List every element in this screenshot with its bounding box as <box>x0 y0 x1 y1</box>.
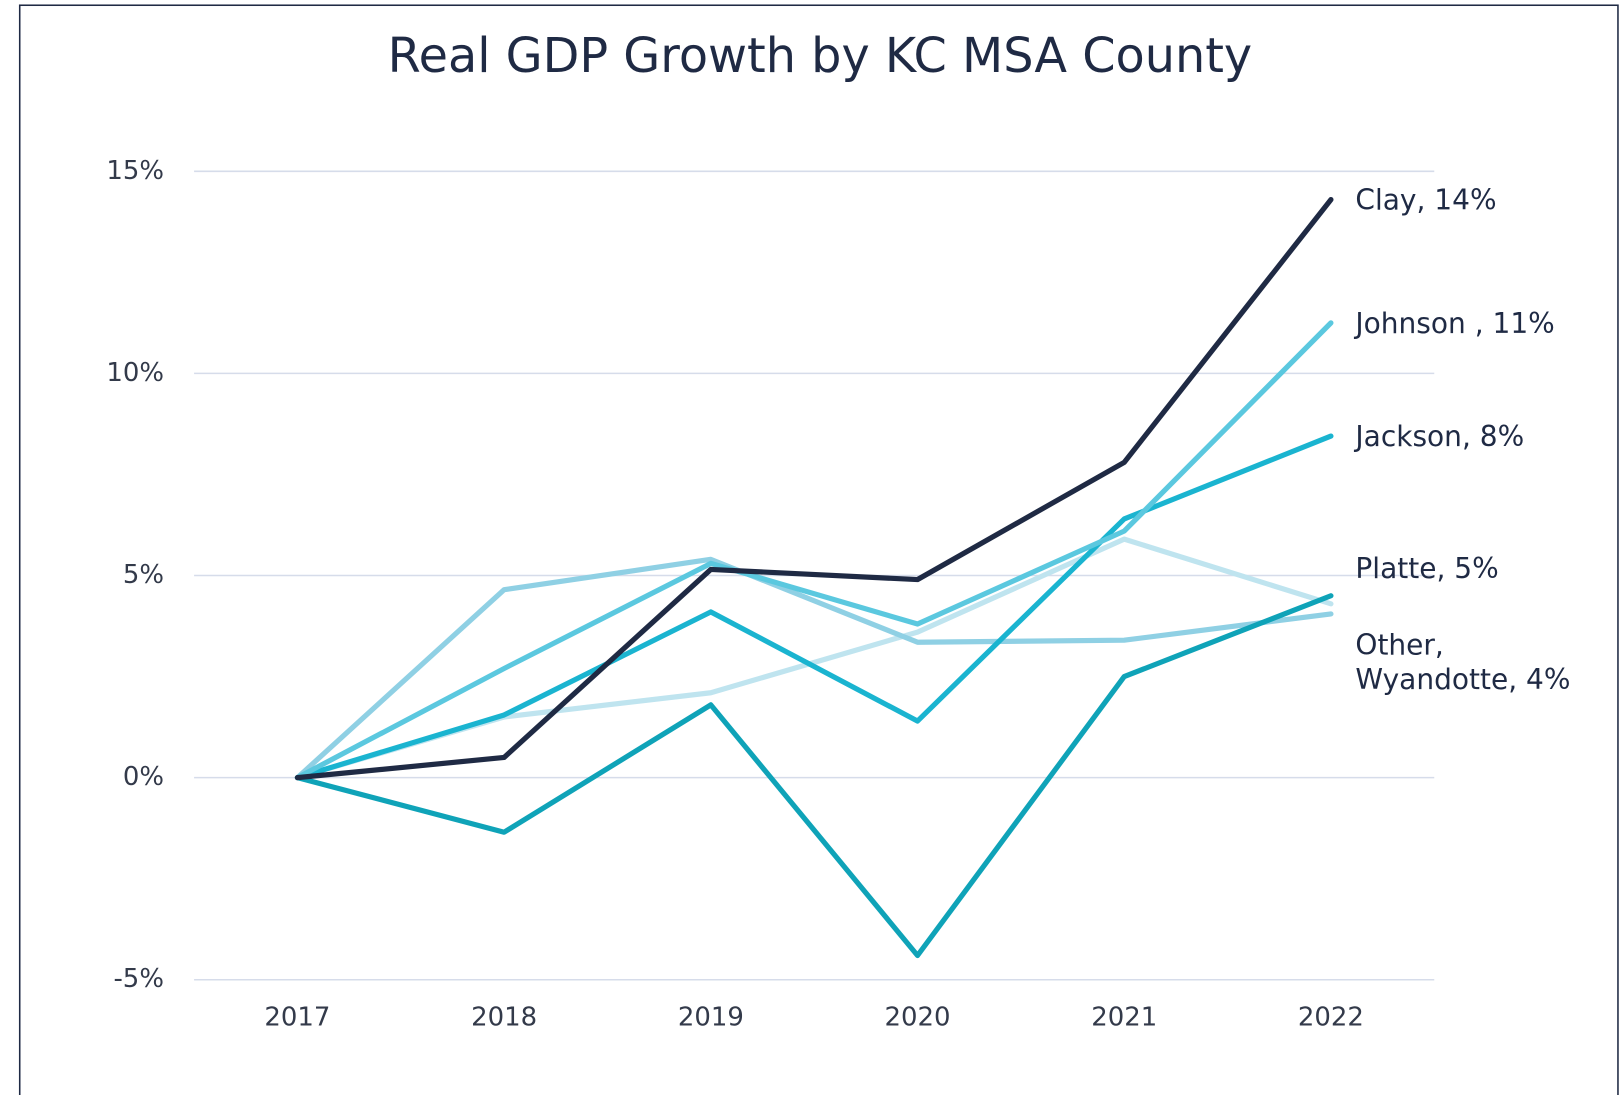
x-tick-label: 2018 <box>471 1003 537 1033</box>
x-tick-label: 2022 <box>1298 1003 1364 1033</box>
series-line <box>294 196 1334 781</box>
y-tick-label: 0% <box>123 762 164 792</box>
annotation: Jackson, 8% <box>1353 420 1524 453</box>
series-line <box>294 556 1334 781</box>
annotation: Other, <box>1355 629 1443 662</box>
annotation: Clay, 14% <box>1355 183 1496 216</box>
chart-border <box>18 4 1619 1095</box>
x-tick-label: 2021 <box>1091 1003 1157 1033</box>
x-tick-label: 2017 <box>264 1003 330 1033</box>
y-tick-label: 10% <box>106 358 164 388</box>
lines <box>294 196 1334 959</box>
y-tick-label: -5% <box>113 964 164 994</box>
annotation: Platte, 5% <box>1355 552 1498 585</box>
annotation: Wyandotte, 4% <box>1355 663 1570 696</box>
y-tick-label: 15% <box>106 156 164 186</box>
x-tick-label: 2020 <box>885 1003 951 1033</box>
chart-title: Real GDP Growth by KC MSA County <box>388 29 1253 84</box>
series-line <box>294 593 1334 959</box>
annotation: Johnson , 11% <box>1353 307 1554 340</box>
y-tick-label: 5% <box>123 560 164 590</box>
series-line <box>294 320 1334 781</box>
series-line <box>294 433 1334 781</box>
x-tick-label: 2019 <box>678 1003 744 1033</box>
